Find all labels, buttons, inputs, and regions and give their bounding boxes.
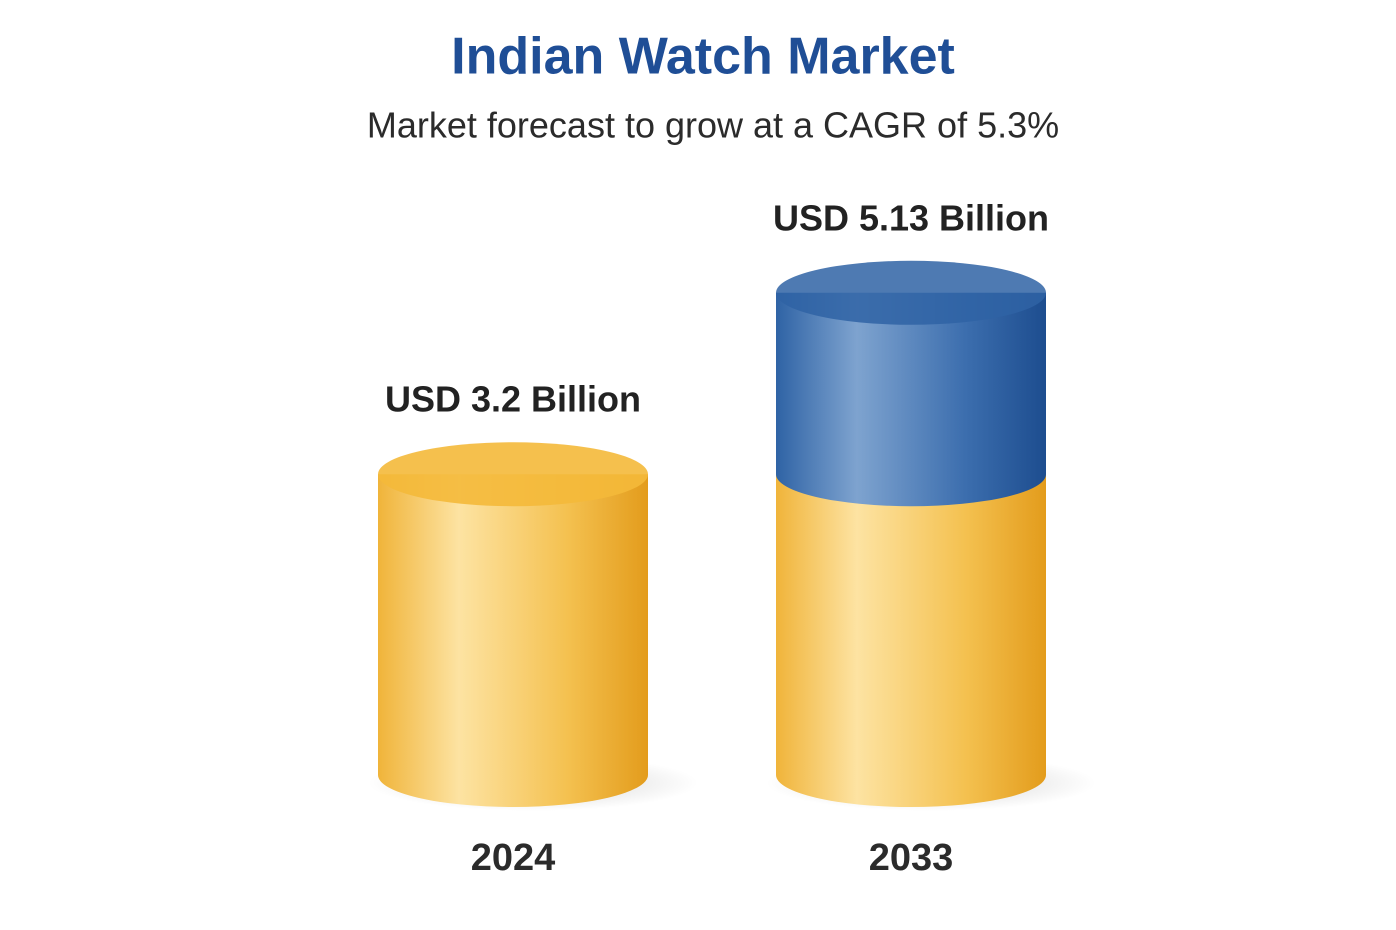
value-label: USD 3.2 Billion	[385, 379, 641, 420]
x-tick-label: 2033	[869, 837, 954, 879]
cylinder	[378, 474, 648, 807]
cylinder-top	[378, 442, 648, 507]
cylinder-top	[776, 260, 1046, 325]
chart-subtitle: Market forecast to grow at a CAGR of 5.3…	[367, 105, 1059, 146]
x-tick-label: 2024	[471, 837, 556, 879]
chart-title: Indian Watch Market	[451, 28, 955, 86]
cylinder-base	[776, 474, 1046, 807]
value-label: USD 5.13 Billion	[773, 197, 1049, 238]
cylinder-growth	[776, 292, 1046, 507]
